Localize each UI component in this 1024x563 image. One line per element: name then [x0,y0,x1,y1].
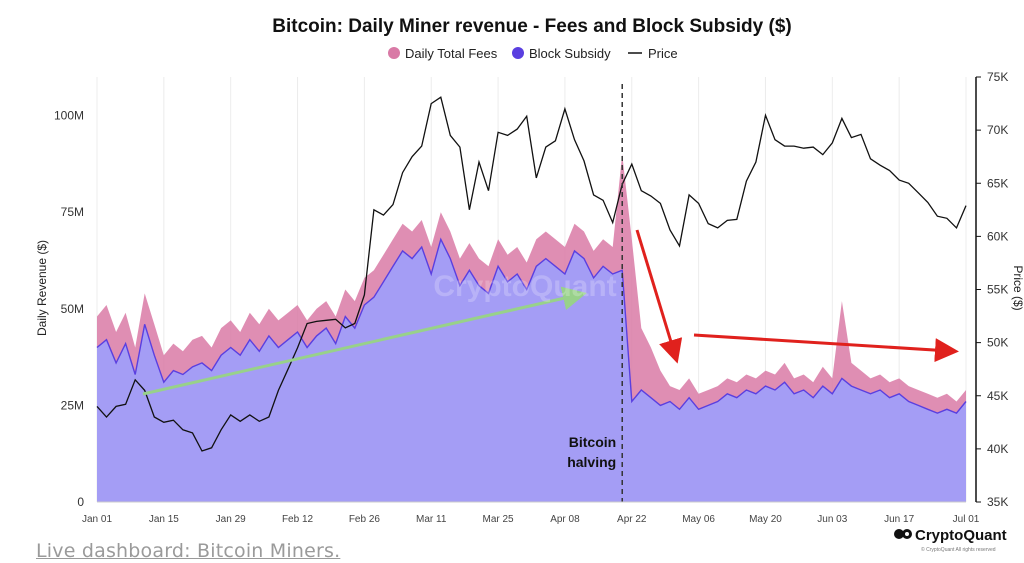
legend: Daily Total Fees Block Subsidy Price [388,46,678,61]
legend-label-subsidy: Block Subsidy [529,46,611,61]
y-axis-label: Daily Revenue ($) [35,240,49,336]
y-tick-label: 50M [61,302,84,316]
legend-label-fees: Daily Total Fees [405,46,498,61]
series-area-block-subsidy [97,239,966,503]
x-tick-label: Jun 03 [817,514,847,525]
annotation-layer: Bitcoin halving [142,84,959,502]
legend-label-price: Price [648,46,678,61]
series-line-price [96,96,967,452]
brand-name: CryptoQuant [915,527,1007,544]
x-tick-label: Jan 15 [149,514,179,525]
brand-rights: © CryptoQuant All rights reserved [921,546,996,553]
trend-arrow-up [142,286,587,396]
y2-tick-label: 45K [987,389,1008,403]
halving-label-line2: halving [567,454,616,470]
y2-tick-label: 50K [987,336,1008,350]
y-tick-label: 100M [54,109,84,123]
x-tick-label: Mar 11 [416,514,447,525]
cryptoquant-logo-icon [894,529,912,539]
y2-tick-label: 65K [987,176,1008,190]
trend-arrow-down [635,229,683,364]
x-tick-label: Feb 26 [349,514,381,525]
x-tick-label: Apr 22 [617,514,647,525]
price-layer [96,96,967,452]
y2-tick-label: 75K [987,70,1008,84]
x-tick-label: May 06 [682,514,715,525]
x-tick-label: May 20 [749,514,782,525]
y2-tick-label: 40K [987,442,1008,456]
x-tick-label: Jun 17 [884,514,914,525]
x-tick-label: Feb 12 [282,514,314,525]
x-tick-label: Mar 25 [483,514,515,525]
area-layer [96,154,967,503]
series-line-block-subsidy [96,237,967,414]
cryptoquant-logo: CryptoQuant © CryptoQuant All rights res… [894,527,1007,553]
chart-title: Bitcoin: Daily Miner revenue - Fees and … [272,16,791,37]
trend-arrow-flat [693,333,959,363]
live-dashboard-link[interactable]: Live dashboard: Bitcoin Miners. [36,540,341,562]
y-tick-label: 0 [77,495,84,509]
y2-axis-label: Price ($) [1011,265,1024,310]
x-tick-label: Jan 29 [216,514,246,525]
halving-label-line1: Bitcoin [569,434,616,450]
x-tick-label: Jan 01 [82,514,112,525]
y2-tick-label: 55K [987,283,1008,297]
watermark: CryptoQuant [433,270,616,303]
legend-marker-subsidy [512,47,524,59]
y-tick-label: 25M [61,398,84,412]
y2-tick-label: 70K [987,123,1008,137]
axes-layer: 0 25M 50M 75M 100M 35K 40K 45K 50K 55K 60K 65K 70K 75… [54,70,1008,525]
y-tick-label: 75M [61,205,84,219]
y2-tick-label: 60K [987,229,1008,243]
x-tick-label: Apr 08 [550,514,580,525]
legend-marker-fees [388,47,400,59]
y2-tick-label: 35K [987,495,1008,509]
x-tick-label: Jul 01 [953,514,980,525]
